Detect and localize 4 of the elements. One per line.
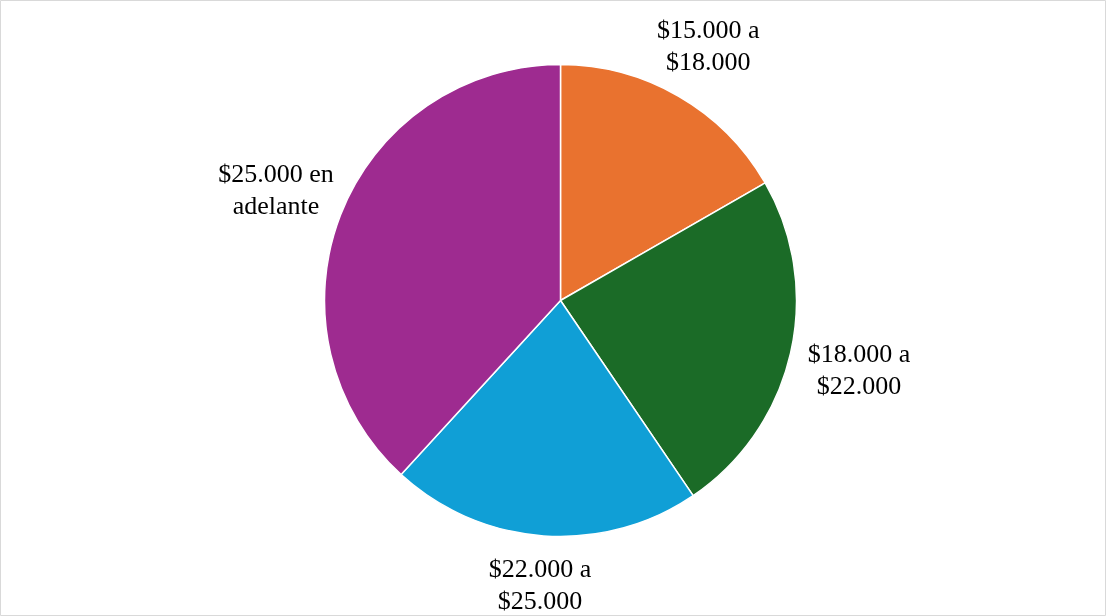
slice-label: $18.000 a $22.000 (807, 338, 911, 400)
slice-label: $15.000 a $18.000 (657, 14, 761, 76)
slice-label: $22.000 a $25.000 (488, 554, 592, 616)
slice-label: $25.000 en adelante (218, 159, 334, 221)
